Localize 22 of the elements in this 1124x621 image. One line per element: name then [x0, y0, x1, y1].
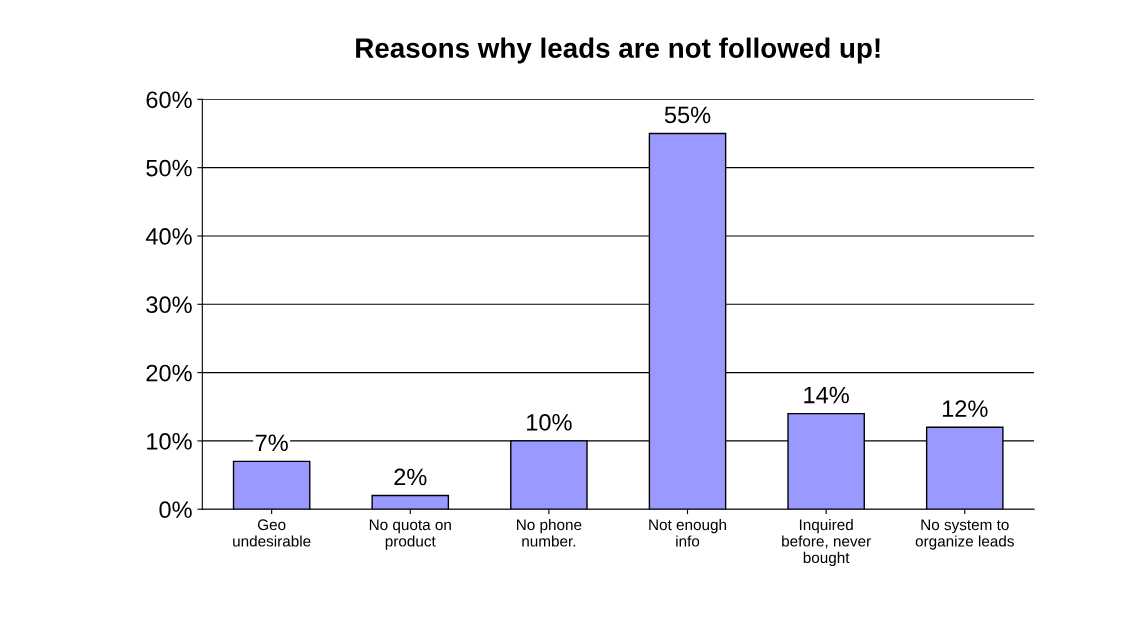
x-tick-label: No system to organize leads [915, 519, 1014, 550]
bar [371, 494, 450, 510]
x-tick-label: No phone number. [517, 518, 582, 547]
y-tick-label: 60% [146, 91, 192, 109]
y-tick-label: 30% [146, 296, 192, 314]
data-label: 14% [804, 386, 849, 404]
x-tick-label: No quota on product [369, 519, 451, 550]
data-label: 2% [394, 468, 427, 486]
data-label: 7% [255, 434, 288, 452]
chart-title: Reasons why leads are not followed up! [356, 37, 880, 64]
y-tick-label: 20% [146, 364, 192, 382]
bar [232, 460, 311, 510]
data-label: 10% [527, 413, 572, 431]
y-tick-label: 50% [146, 159, 192, 177]
data-label: 55% [664, 106, 711, 124]
x-tick-label: Geo undesirable [233, 519, 311, 547]
x-tick-label: Not enough info [649, 518, 727, 547]
y-tick-label: 40% [145, 228, 192, 245]
x-tick-label: Inquired before, never bought [782, 518, 871, 567]
y-tick-label: 10% [147, 432, 192, 450]
data-label: 12% [942, 400, 988, 417]
y-tick-label: 0% [159, 501, 192, 519]
